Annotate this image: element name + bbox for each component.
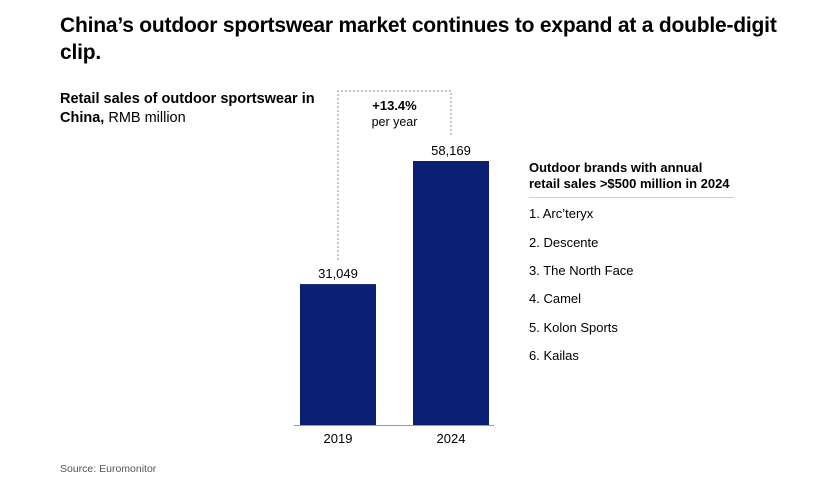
brand-list-item: 6. Kailas [529, 348, 579, 364]
brand-list-item: 3. The North Face [529, 262, 634, 278]
growth-annotation-note: per year [372, 115, 418, 129]
bar-value-label: 31,049 [318, 266, 358, 281]
brand-list-item: 5. Kolon Sports [529, 319, 618, 335]
source-note: Source: Euromonitor [60, 463, 157, 475]
bar-2024 [413, 161, 489, 425]
growth-annotation-value: +13.4% [372, 98, 417, 113]
bar-value-label: 58,169 [431, 143, 471, 158]
chart-subtitle: Retail sales of outdoor sportswear in Ch… [60, 90, 320, 128]
growth-annotation-background [362, 95, 427, 131]
brand-list: 1. Arc’teryx 2. Descente 3. The North Face… [529, 200, 734, 370]
chart-headline: China’s outdoor sportswear market contin… [60, 14, 777, 64]
bar-2019 [300, 284, 376, 425]
x-tick-label: 2024 [437, 431, 466, 446]
brand-list-item: 1. Arc’teryx [529, 206, 594, 222]
brand-list-item: 2. Descente [529, 234, 599, 250]
x-tick-label: 2019 [324, 431, 353, 446]
brand-list-item: 4. Camel [529, 291, 582, 307]
subtitle-unit: RMB million [104, 110, 186, 126]
brands-panel: Outdoor brands with annual retail sales … [529, 160, 734, 370]
subtitle-bold: Retail sales of outdoor sportswear in Ch… [60, 91, 315, 126]
growth-bracket [337, 90, 452, 261]
brands-heading: Outdoor brands with annual retail sales … [529, 160, 734, 198]
